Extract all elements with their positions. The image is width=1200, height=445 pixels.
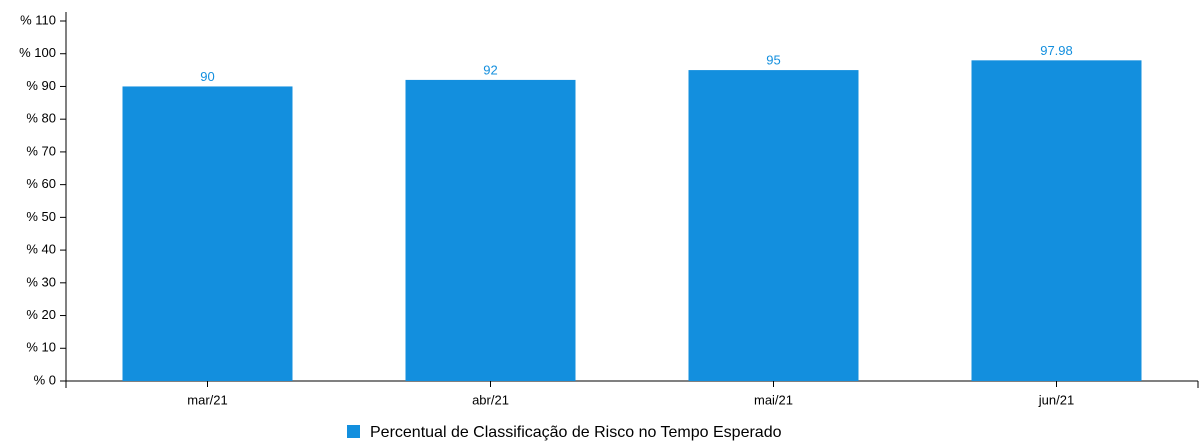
y-tick-label: % 30 <box>26 274 56 289</box>
y-tick-label: % 50 <box>26 209 56 224</box>
y-tick-label: % 10 <box>26 340 56 355</box>
data-label: 97.98 <box>1040 43 1073 58</box>
x-tick-label: abr/21 <box>472 392 509 407</box>
bar <box>405 79 576 381</box>
data-label: 90 <box>200 69 214 84</box>
legend-swatch <box>347 425 360 438</box>
x-tick-label: jun/21 <box>1038 392 1074 407</box>
y-tick-label: % 0 <box>34 372 56 387</box>
y-tick-label: % 90 <box>26 78 56 93</box>
bar <box>122 86 293 382</box>
y-tick-label: % 70 <box>26 143 56 158</box>
data-label: 92 <box>483 62 497 77</box>
y-tick-label: % 80 <box>26 111 56 126</box>
bar <box>688 70 859 381</box>
y-tick-label: % 110 <box>20 12 56 27</box>
legend-label: Percentual de Classificação de Risco no … <box>370 424 782 441</box>
y-tick-label: % 20 <box>26 307 56 322</box>
y-tick-label: % 40 <box>26 242 56 257</box>
bar <box>971 60 1142 381</box>
x-tick-label: mai/21 <box>754 392 793 407</box>
data-label: 95 <box>766 53 780 68</box>
x-tick-label: mar/21 <box>187 392 227 407</box>
y-tick-label: % 100 <box>19 45 56 60</box>
y-tick-label: % 60 <box>26 176 56 191</box>
